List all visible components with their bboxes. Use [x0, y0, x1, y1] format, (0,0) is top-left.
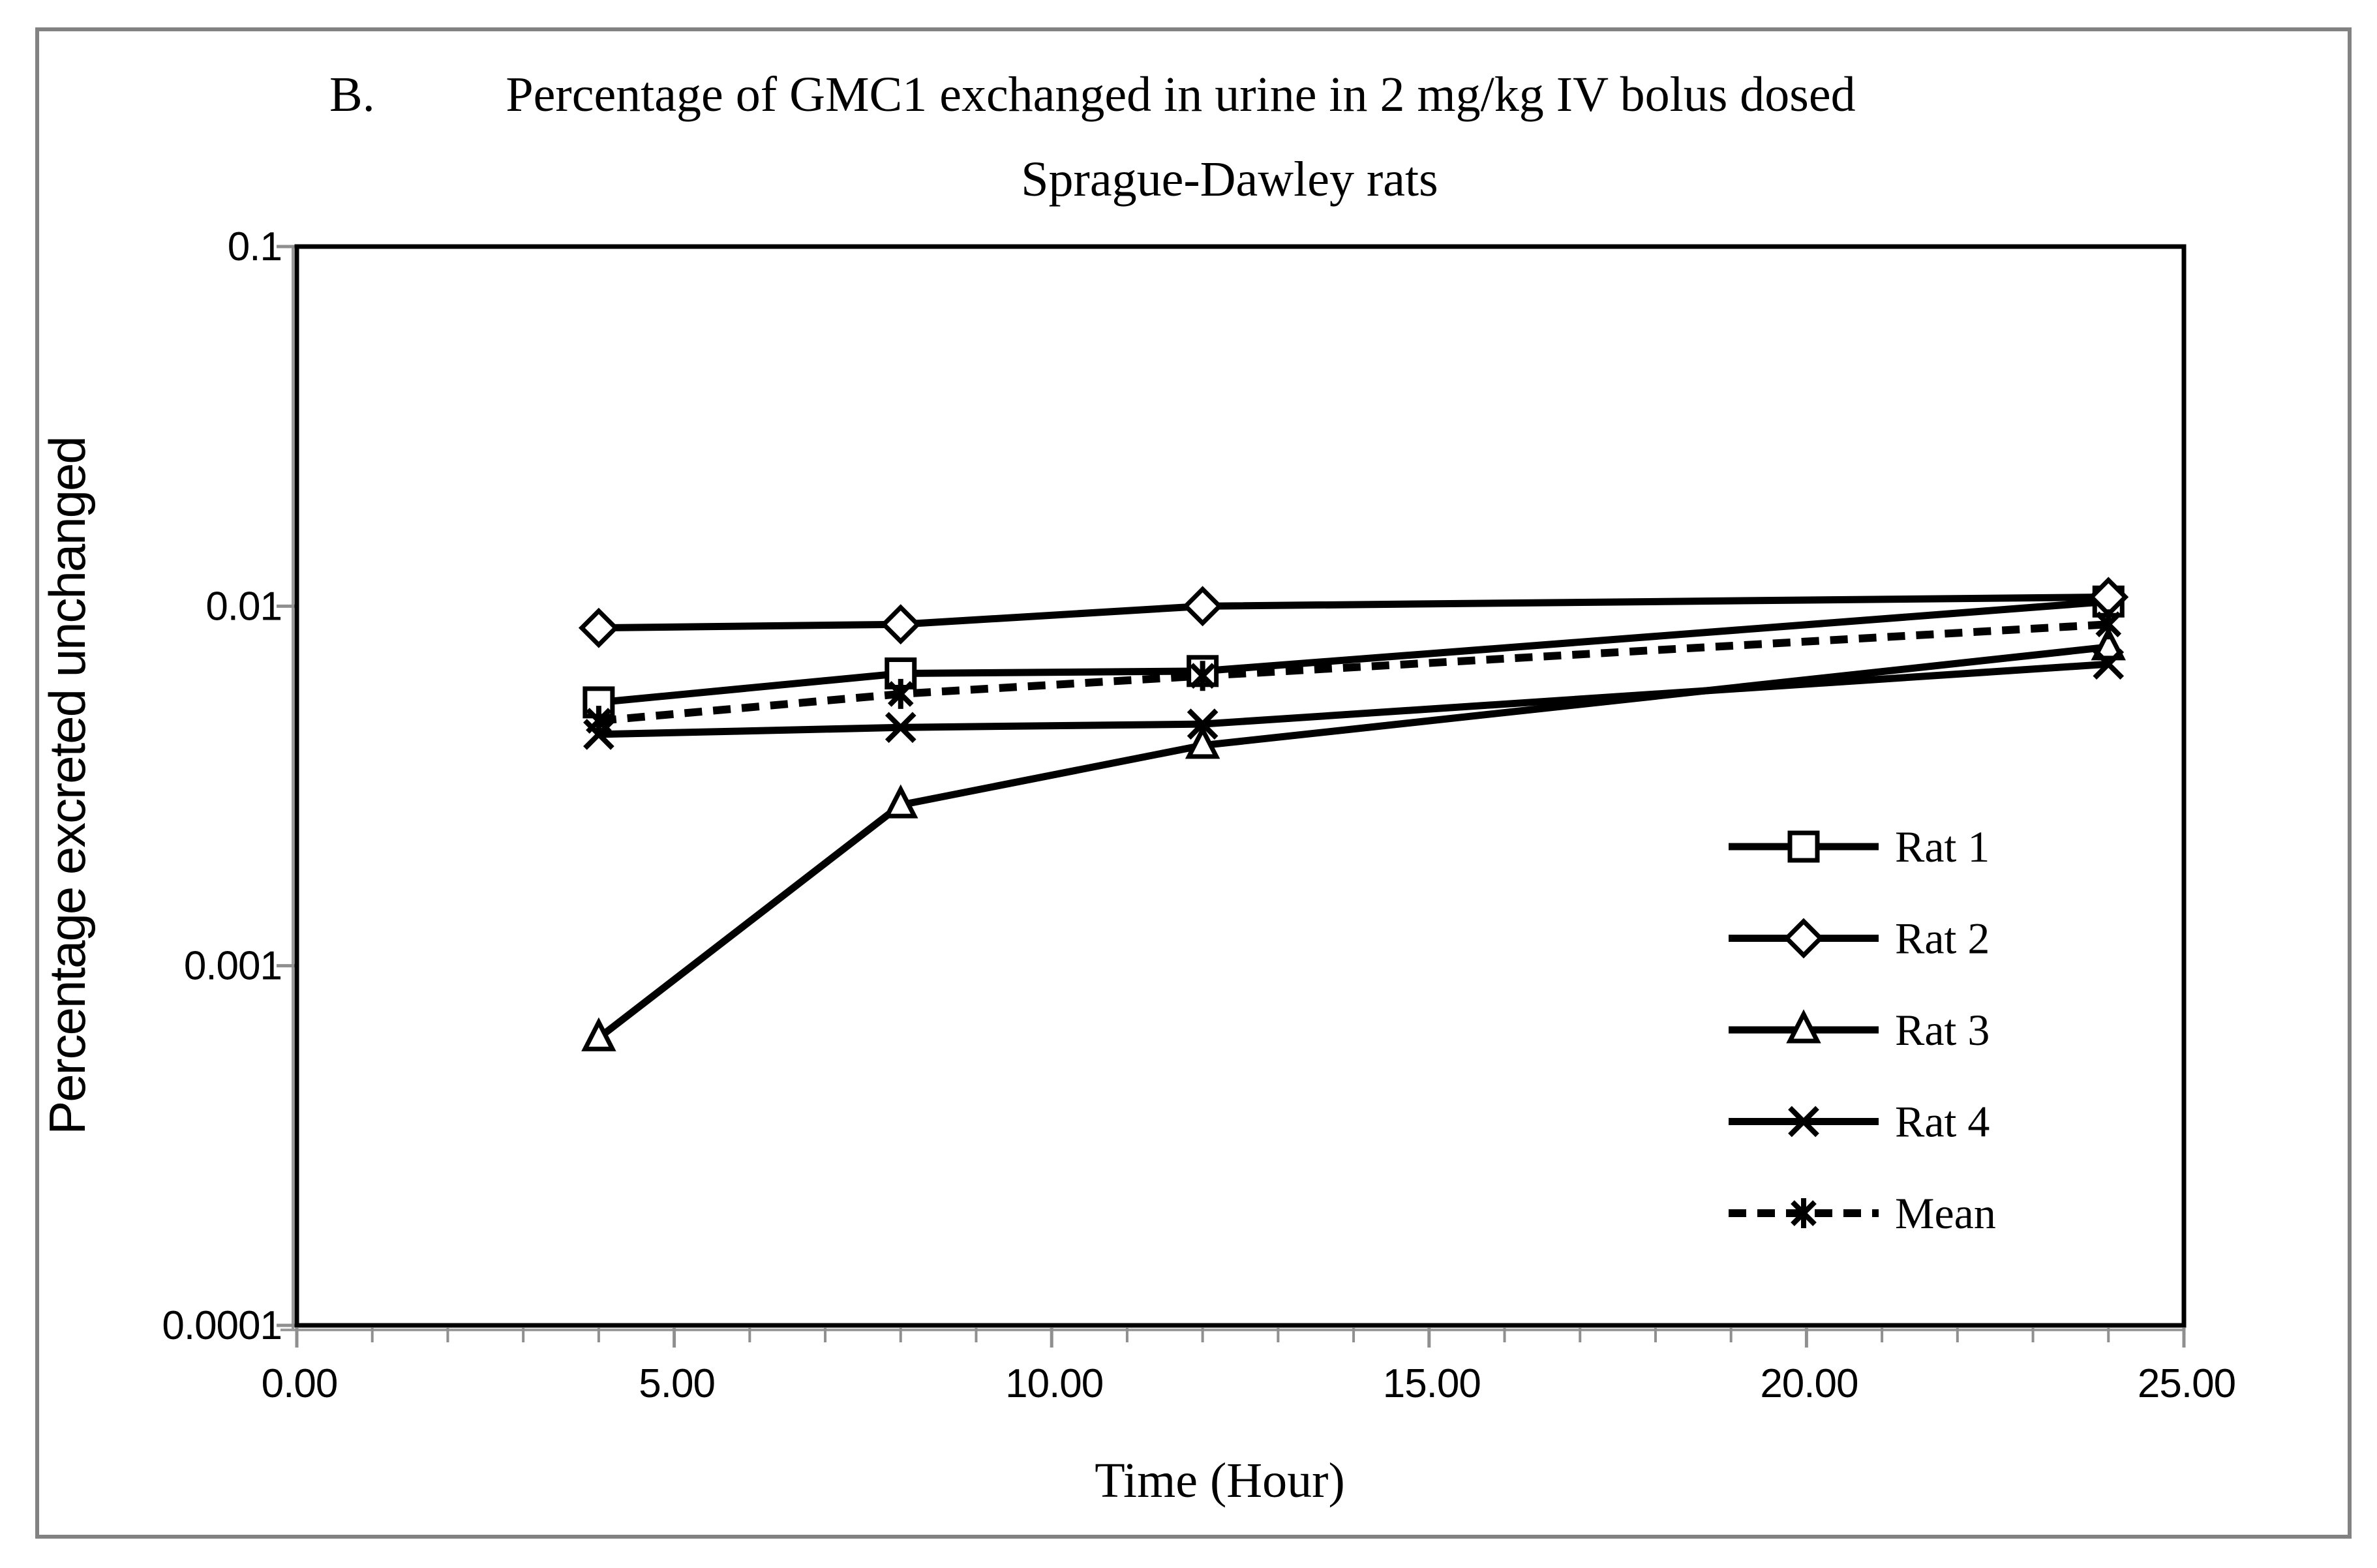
legend-label: Mean [1895, 1188, 1996, 1238]
legend: Rat 1 Rat 2 Rat 3 Rat 4 Mean [1729, 822, 1996, 1238]
square-marker [1787, 830, 1820, 863]
diamond-marker [880, 604, 921, 645]
axes: 0.1 0.01 0.001 0.0001 0.00 5.00 10.00 15.00 20.0… [162, 224, 2236, 1406]
x-marker [885, 712, 916, 744]
legend-label: Rat 4 [1895, 1097, 1990, 1147]
series-markers-rat-3 [581, 626, 2127, 1051]
x-tick-label: 25.00 [2138, 1361, 2235, 1406]
triangle-marker [883, 784, 918, 819]
series-line-rat-4 [598, 660, 2109, 738]
series-markers-mean [586, 609, 2122, 736]
x-marker [2093, 648, 2125, 680]
series-line-mean [598, 620, 2109, 725]
legend-item-rat-1: Rat 1 [1729, 822, 1990, 871]
legend-item-rat-4: Rat 4 [1729, 1097, 1990, 1147]
diamond-marker [1182, 586, 1223, 627]
x-axis-title: Time (Hour) [1095, 1453, 1345, 1508]
y-tick-label: 0.01 [205, 584, 282, 629]
legend-label: Rat 3 [1895, 1005, 1990, 1055]
chart-title-line1: Percentage of GMC1 exchanged in urine in… [506, 67, 1855, 122]
chart-title-line2: Sprague-Dawley rats [1021, 152, 1438, 207]
data-series [578, 577, 2129, 1051]
x-tick-label: 10.00 [1005, 1361, 1103, 1406]
legend-item-rat-2: Rat 2 [1729, 914, 1990, 963]
diamond-marker [1783, 918, 1824, 959]
y-tick-label: 0.0001 [162, 1303, 282, 1348]
series-line-rat-1 [598, 597, 2109, 706]
star-marker [887, 681, 914, 707]
triangle-marker [1786, 1009, 1821, 1044]
plot-area-border [294, 244, 2187, 1328]
y-tick-label: 0.1 [228, 224, 282, 269]
star-marker [586, 708, 612, 734]
x-tick-label: 0.00 [262, 1361, 338, 1406]
panel-label: B. [329, 67, 375, 122]
star-marker [1189, 663, 1216, 689]
y-axis-title: Percentage excreted unchanged [38, 437, 96, 1135]
x-tick-label: 20.00 [1760, 1361, 1858, 1406]
legend-item-rat-3: Rat 3 [1729, 1005, 1990, 1055]
legend-item-mean: Mean [1729, 1188, 1996, 1238]
star-marker [2095, 611, 2122, 638]
series-line-rat-3 [596, 643, 2109, 1041]
x-marker [1187, 708, 1219, 740]
triangle-marker [1185, 725, 1220, 759]
x-tick-label: 5.00 [639, 1361, 715, 1406]
x-tick-label: 15.00 [1383, 1361, 1481, 1406]
series-line-rat-2 [598, 593, 2109, 632]
legend-label: Rat 2 [1895, 914, 1990, 963]
triangle-marker [581, 1017, 616, 1051]
legend-label: Rat 1 [1895, 822, 1990, 871]
diamond-marker [578, 607, 619, 648]
figure-border [35, 27, 2352, 1539]
x-marker [1788, 1106, 1819, 1138]
triangle-marker [2091, 626, 2127, 661]
star-marker [1791, 1200, 1817, 1226]
y-tick-label: 0.001 [184, 944, 282, 989]
